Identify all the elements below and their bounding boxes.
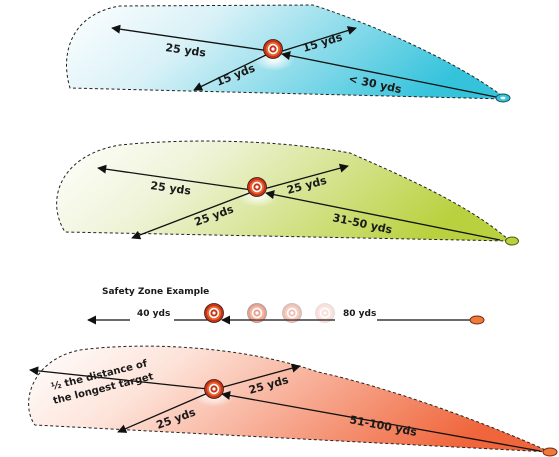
safety-zone-example: Safety Zone Example 40 yds 80 yds xyxy=(87,287,485,326)
arrow-right-lower xyxy=(281,51,497,98)
target-icon xyxy=(263,39,283,59)
example-title: Safety Zone Example xyxy=(102,287,209,297)
zone-3-area xyxy=(28,345,551,453)
arrow-right-lower xyxy=(221,390,541,452)
shooter-marker-icon xyxy=(505,236,519,246)
arrow-left-upper xyxy=(97,164,253,191)
arrow-left-upper xyxy=(111,24,271,52)
arrow-right-lower xyxy=(265,190,501,241)
zone-2: 25 yds 25 yds 25 yds 31-50 yds xyxy=(56,140,519,246)
arrow-left-lower xyxy=(193,52,271,91)
arrow-right-upper xyxy=(259,163,349,191)
zone-2-label-left-upper: 25 yds xyxy=(150,179,193,198)
example-right-label: 80 yds xyxy=(343,309,376,319)
target-icon xyxy=(204,303,224,323)
arrow-left-lower xyxy=(131,191,253,240)
faded-target-icon xyxy=(282,303,302,323)
zone-1-label-left-upper: 25 yds xyxy=(165,41,208,60)
target-icon xyxy=(247,177,267,197)
arrow-left-lower xyxy=(117,392,209,433)
shooter-marker-icon xyxy=(542,447,558,457)
zone-1: 25 yds 15 yds 15 yds < 30 yds xyxy=(66,4,511,103)
target-icon xyxy=(204,379,224,399)
arrow-right-upper xyxy=(275,26,357,54)
faded-target-icon xyxy=(247,303,267,323)
zone-2-area xyxy=(56,140,512,242)
example-left-label: 40 yds xyxy=(137,309,170,319)
shooter-marker-icon xyxy=(469,315,485,325)
arrow-left-upper xyxy=(29,366,209,390)
arrow-right-upper xyxy=(215,363,301,390)
faded-target-icon xyxy=(315,303,335,323)
zone-3: ½ the distance of the longest target 25 … xyxy=(28,345,558,457)
